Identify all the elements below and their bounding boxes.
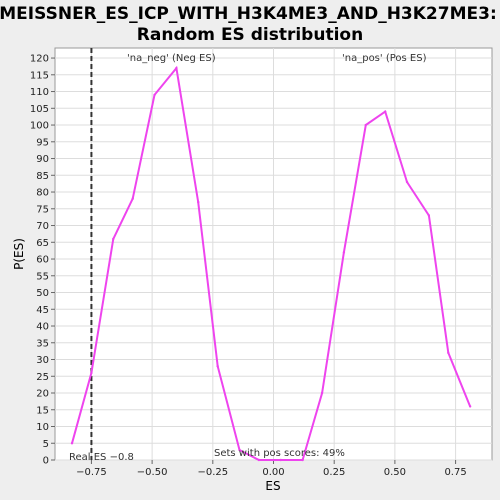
- x-axis-ticks: −0.75 −0.50 −0.25 0.00 0.25 0.50 0.75: [76, 460, 467, 478]
- x-tick-label: 0.50: [384, 467, 406, 478]
- y-axis-label: P(ES): [12, 238, 26, 270]
- y-tick-label: 45: [36, 305, 49, 316]
- es-data-point: [406, 181, 408, 183]
- es-data-point: [343, 251, 345, 253]
- y-tick-label: 70: [36, 221, 49, 232]
- pos-scores-label: Sets with pos scores: 49%: [214, 448, 345, 459]
- es-data-point: [216, 365, 218, 367]
- y-tick-label: 65: [36, 238, 49, 249]
- es-data-point: [321, 392, 323, 394]
- es-data-point: [301, 459, 303, 461]
- es-data-point: [469, 405, 471, 407]
- x-tick-label: −0.50: [137, 467, 168, 478]
- chart-title-line2: Random ES distribution: [137, 25, 363, 45]
- es-data-point: [428, 214, 430, 216]
- y-axis-ticks: 0 5 10 15 20 25 30 35 40 45 50 55 60 65 70 75 80 85 90 95 10…: [30, 54, 55, 467]
- x-tick-label: 0.75: [444, 467, 466, 478]
- y-tick-label: 95: [36, 137, 49, 148]
- y-tick-label: 80: [36, 188, 49, 199]
- x-tick-label: −0.75: [76, 467, 107, 478]
- y-tick-label: 25: [36, 372, 49, 383]
- y-tick-label: 40: [36, 322, 49, 333]
- es-data-point: [175, 67, 177, 69]
- x-tick-label: −0.25: [197, 467, 228, 478]
- es-data-point: [131, 198, 133, 200]
- y-tick-label: 115: [30, 70, 49, 81]
- y-tick-label: 10: [36, 422, 49, 433]
- y-tick-label: 85: [36, 171, 49, 182]
- x-axis-label: ES: [265, 479, 280, 493]
- real-es-label: Real ES −0.8: [69, 452, 134, 463]
- es-data-point: [384, 110, 386, 112]
- pos-es-label: 'na_pos' (Pos ES): [342, 53, 427, 64]
- es-data-point: [258, 459, 260, 461]
- es-data-point: [197, 201, 199, 203]
- y-tick-label: 0: [43, 456, 49, 467]
- y-tick-label: 75: [36, 204, 49, 215]
- x-tick-label: 0.00: [262, 467, 284, 478]
- y-tick-label: 90: [36, 154, 49, 165]
- y-tick-label: 50: [36, 288, 49, 299]
- y-tick-label: 100: [30, 121, 49, 132]
- y-tick-label: 55: [36, 271, 49, 282]
- y-tick-label: 110: [30, 87, 49, 98]
- es-data-point: [112, 238, 114, 240]
- y-tick-label: 35: [36, 338, 49, 349]
- y-tick-label: 5: [43, 439, 49, 450]
- y-tick-label: 120: [30, 54, 49, 65]
- x-tick-label: 0.25: [323, 467, 345, 478]
- neg-es-label: 'na_neg' (Neg ES): [127, 53, 216, 64]
- y-tick-label: 15: [36, 405, 49, 416]
- y-tick-label: 20: [36, 389, 49, 400]
- es-data-point: [447, 352, 449, 354]
- es-data-point: [280, 459, 282, 461]
- es-data-point: [365, 124, 367, 126]
- es-data-point: [90, 372, 92, 374]
- y-tick-label: 105: [30, 104, 49, 115]
- y-tick-label: 60: [36, 255, 49, 266]
- es-data-point: [71, 442, 73, 444]
- y-tick-label: 30: [36, 355, 49, 366]
- es-data-point: [153, 94, 155, 96]
- chart-title-line1: MEISSNER_ES_ICP_WITH_H3K4ME3_AND_H3K27ME…: [0, 4, 497, 24]
